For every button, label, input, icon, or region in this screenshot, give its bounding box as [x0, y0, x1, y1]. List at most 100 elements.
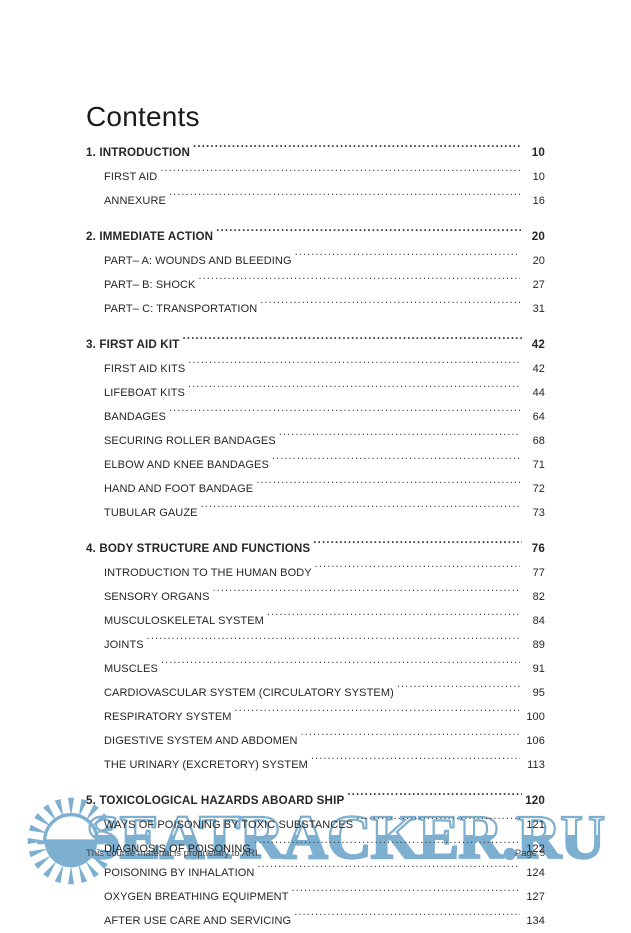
- toc-leader-dots: [213, 589, 520, 600]
- toc-item-entry[interactable]: AFTER USE CARE AND SERVICING 134: [86, 909, 545, 933]
- toc-group: 2. IMMEDIATE ACTION20PART– A: WOUNDS AND…: [86, 224, 545, 321]
- toc-leader-dots: [279, 433, 520, 444]
- toc-item-page: 127: [526, 891, 545, 903]
- toc-item-entry[interactable]: PART– C: TRANSPORTATION 31: [86, 297, 545, 321]
- toc-item-page: 84: [532, 615, 545, 627]
- toc-item-label: RESPIRATORY SYSTEM: [104, 711, 232, 723]
- toc-leader-dots: [311, 757, 520, 768]
- toc-item-page: 134: [526, 915, 545, 927]
- toc-heading-page: 76: [531, 542, 545, 555]
- toc-item-page: 71: [532, 459, 545, 471]
- toc-leader-dots: [254, 841, 520, 852]
- toc-item-page: 72: [532, 483, 545, 495]
- toc-item-entry[interactable]: MUSCLES 91: [86, 657, 545, 681]
- toc-group-spacer: [86, 213, 545, 224]
- toc-leader-dots: [295, 253, 520, 264]
- toc-item-entry[interactable]: POISONING BY INHALATION 124: [86, 861, 545, 885]
- toc-item-label: PART– C: TRANSPORTATION: [104, 303, 258, 315]
- toc-item-entry[interactable]: LIFEBOAT KITS 44: [86, 381, 545, 405]
- toc-leader-dots: [169, 193, 520, 204]
- toc-item-page: 91: [532, 663, 545, 675]
- toc-leader-dots: [292, 889, 520, 900]
- toc-item-label: PART– A: WOUNDS AND BLEEDING: [104, 255, 292, 267]
- toc-group-spacer: [86, 321, 545, 332]
- toc-item-entry[interactable]: PART– B: SHOCK 27: [86, 273, 545, 297]
- toc-item-entry[interactable]: BANDAGES 64: [86, 405, 545, 429]
- toc-heading-label: 3. FIRST AID KIT: [86, 338, 180, 351]
- toc-item-entry[interactable]: WAYS OF POISONING BY TOXIC SUBSTANCES 121: [86, 813, 545, 837]
- toc-item-page: 73: [532, 507, 545, 519]
- toc-item-entry[interactable]: HAND AND FOOT BANDAGE 72: [86, 477, 545, 501]
- toc-item-label: CARDIOVASCULAR SYSTEM (CIRCULATORY SYSTE…: [104, 687, 394, 699]
- toc-item-label: THE URINARY (EXCRETORY) SYSTEM: [104, 759, 308, 771]
- toc-item-page: 106: [526, 735, 545, 747]
- toc-item-entry[interactable]: THE URINARY (EXCRETORY) SYSTEM 113: [86, 753, 545, 777]
- toc-leader-dots: [188, 385, 520, 396]
- toc-leader-dots: [315, 565, 520, 576]
- toc-item-entry[interactable]: SENSORY ORGANS 82: [86, 585, 545, 609]
- toc-item-entry[interactable]: PART– A: WOUNDS AND BLEEDING 20: [86, 249, 545, 273]
- toc-item-page: 44: [532, 387, 545, 399]
- toc-item-entry[interactable]: FIRST AID 10: [86, 165, 545, 189]
- toc-item-entry[interactable]: FIRST AID KITS 42: [86, 357, 545, 381]
- toc-item-entry[interactable]: ANNEXURE 16: [86, 189, 545, 213]
- toc-heading-label: 5. TOXICOLOGICAL HAZARDS ABOARD SHIP: [86, 794, 345, 807]
- toc-heading-page: 10: [531, 146, 545, 159]
- toc-leader-dots: [161, 661, 520, 672]
- toc-item-entry[interactable]: ELBOW AND KNEE BANDAGES 71: [86, 453, 545, 477]
- toc-item-label: DIAGNOSIS OF POISONING: [104, 843, 252, 855]
- toc-heading-entry[interactable]: 5. TOXICOLOGICAL HAZARDS ABOARD SHIP 120: [86, 788, 545, 813]
- toc-item-label: ELBOW AND KNEE BANDAGES: [104, 459, 269, 471]
- toc-leader-dots: [182, 336, 522, 348]
- toc-item-page: 31: [532, 303, 545, 315]
- toc-item-label: ANNEXURE: [104, 195, 166, 207]
- toc-item-page: 16: [532, 195, 545, 207]
- toc-item-entry[interactable]: JOINTS 89: [86, 633, 545, 657]
- toc-leader-dots: [201, 505, 520, 516]
- toc-leader-dots: [193, 144, 522, 156]
- toc-item-label: DIGESTIVE SYSTEM AND ABDOMEN: [104, 735, 298, 747]
- toc-leader-dots: [256, 481, 520, 492]
- toc-item-entry[interactable]: TUBULAR GAUZE 73: [86, 501, 545, 525]
- toc-item-entry[interactable]: DIGESTIVE SYSTEM AND ABDOMEN 106: [86, 729, 545, 753]
- toc-heading-page: 42: [531, 338, 545, 351]
- toc-item-page: 122: [526, 843, 545, 855]
- toc-group: 4. BODY STRUCTURE AND FUNCTIONS 76 INTRODU…: [86, 536, 545, 777]
- toc-leader-dots: [397, 685, 520, 696]
- toc-item-page: 27: [532, 279, 545, 291]
- toc-heading-label: 4. BODY STRUCTURE AND FUNCTIONS: [86, 542, 311, 555]
- toc-leader-dots: [294, 913, 520, 924]
- toc-item-entry[interactable]: MUSCULOSKELETAL SYSTEM 84: [86, 609, 545, 633]
- toc-item-entry[interactable]: SECURING ROLLER BANDAGES 68: [86, 429, 545, 453]
- toc-item-entry[interactable]: OXYGEN BREATHING EQUIPMENT 127: [86, 885, 545, 909]
- toc-heading-label: 1. INTRODUCTION: [86, 146, 191, 159]
- toc-item-label: PART– B: SHOCK: [104, 279, 196, 291]
- toc-item-entry[interactable]: DIAGNOSIS OF POISONING 122: [86, 837, 545, 861]
- toc-heading-entry[interactable]: 3. FIRST AID KIT 42: [86, 332, 545, 357]
- toc-item-label: OXYGEN BREATHING EQUIPMENT: [104, 891, 289, 903]
- toc-item-label: AFTER USE CARE AND SERVICING: [104, 915, 292, 927]
- toc-heading-entry[interactable]: 1. INTRODUCTION 10: [86, 140, 545, 165]
- toc-item-label: WAYS OF POISONING BY TOXIC SUBSTANCES: [104, 819, 354, 831]
- toc-item-label: FIRST AID KITS: [104, 363, 186, 375]
- toc-item-label: MUSCULOSKELETAL SYSTEM: [104, 615, 264, 627]
- footer-copyright: This course material is proprietary to A…: [86, 848, 261, 859]
- toc-item-label: FIRST AID: [104, 171, 158, 183]
- table-of-contents: 1. INTRODUCTION 10 FIRST AID 10 ANNEXURE 16 2.…: [86, 140, 545, 933]
- toc-item-label: SENSORY ORGANS: [104, 591, 210, 603]
- toc-item-entry[interactable]: INTRODUCTION TO THE HUMAN BODY 77: [86, 561, 545, 585]
- toc-item-page: 124: [526, 867, 545, 879]
- toc-item-page: 68: [532, 435, 545, 447]
- toc-item-page: 10: [532, 171, 545, 183]
- toc-group-spacer: [86, 525, 545, 536]
- toc-leader-dots: [188, 361, 520, 372]
- toc-item-label: LIFEBOAT KITS: [104, 387, 185, 399]
- toc-leader-dots: [235, 709, 520, 720]
- toc-item-entry[interactable]: RESPIRATORY SYSTEM 100: [86, 705, 545, 729]
- page-footer: This course material is proprietary to A…: [86, 848, 545, 859]
- toc-group-spacer: [86, 777, 545, 788]
- toc-heading-entry[interactable]: 2. IMMEDIATE ACTION 20: [86, 224, 545, 249]
- toc-item-entry[interactable]: CARDIOVASCULAR SYSTEM (CIRCULATORY SYSTE…: [86, 681, 545, 705]
- toc-heading-entry[interactable]: 4. BODY STRUCTURE AND FUNCTIONS 76: [86, 536, 545, 561]
- toc-group: 5. TOXICOLOGICAL HAZARDS ABOARD SHIP 120 W…: [86, 788, 545, 933]
